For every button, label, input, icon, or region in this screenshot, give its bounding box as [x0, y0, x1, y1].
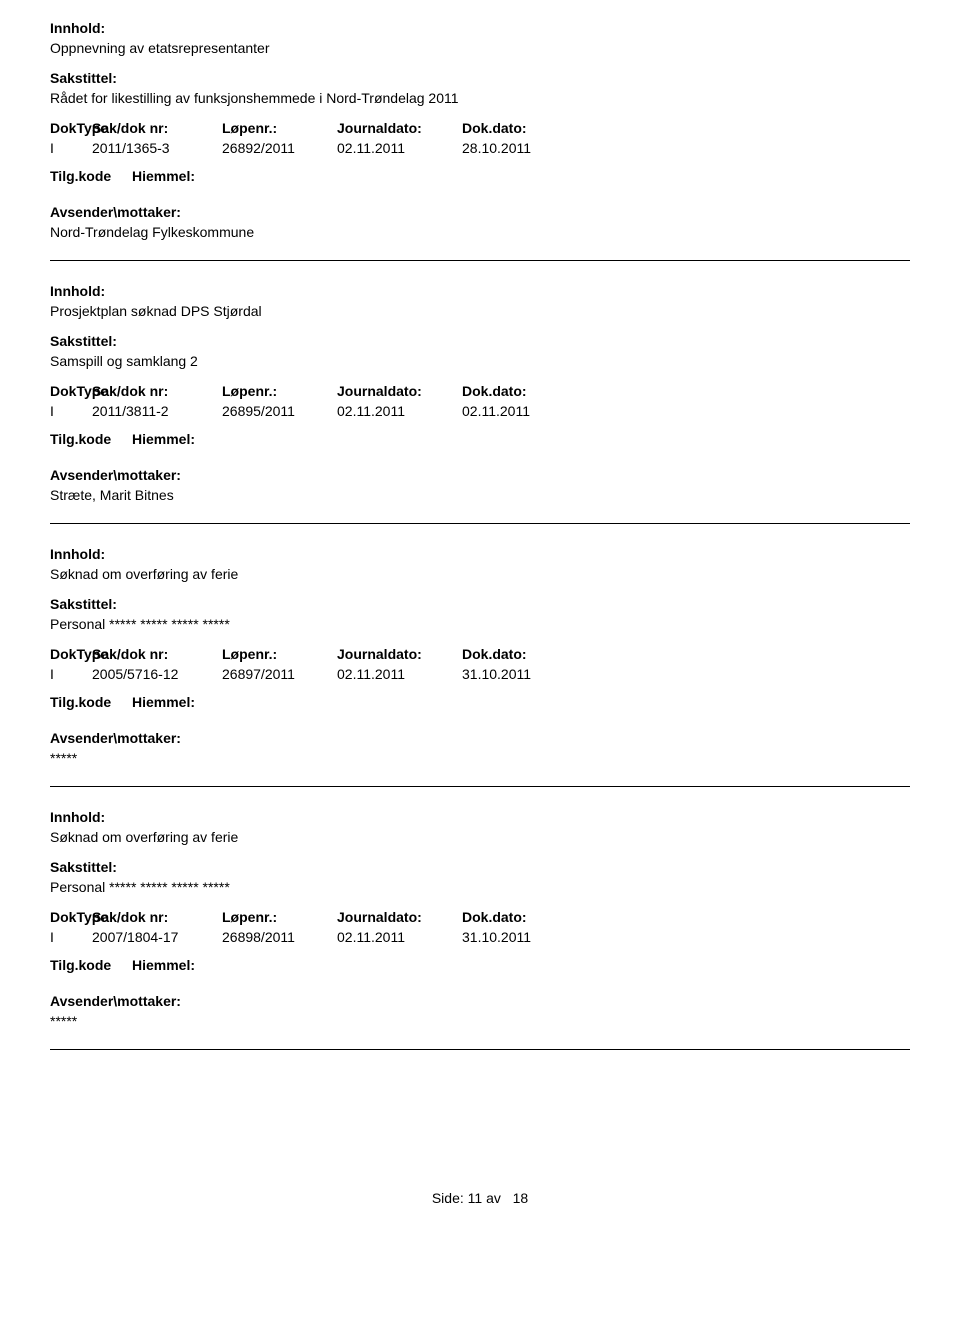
- sakstittel-label: Sakstittel:: [50, 70, 910, 86]
- col-header: Journaldato:: [337, 383, 462, 399]
- journal-entry: Innhold: Søknad om overføring av ferie S…: [50, 546, 910, 766]
- tilgkode-label: Tilg.kode: [50, 957, 132, 973]
- col-header: Dok.dato:: [462, 646, 577, 662]
- innhold-label: Innhold:: [50, 809, 910, 825]
- cell-lopenr: 26895/2011: [222, 403, 337, 419]
- hiemmel-row: Tilg.kode Hiemmel:: [50, 168, 910, 184]
- innhold-label: Innhold:: [50, 546, 910, 562]
- cell-doktype: I: [50, 403, 92, 419]
- side-label: Side:: [432, 1190, 464, 1206]
- table-row: I 2005/5716-12 26897/2011 02.11.2011 31.…: [50, 666, 910, 682]
- col-header: DokType: [50, 646, 92, 662]
- innhold-text: Søknad om overføring av ferie: [50, 829, 910, 845]
- cell-saknr: 2007/1804-17: [92, 929, 222, 945]
- col-header: DokType: [50, 909, 92, 925]
- sakstittel-text: Personal ***** ***** ***** *****: [50, 879, 910, 895]
- cell-lopenr: 26897/2011: [222, 666, 337, 682]
- table-header: DokType Sak/dok nr: Løpenr.: Journaldato…: [50, 909, 910, 925]
- cell-journaldato: 02.11.2011: [337, 666, 462, 682]
- col-header: Sak/dok nr:: [92, 120, 222, 136]
- col-header: Dok.dato:: [462, 909, 577, 925]
- table-header: DokType Sak/dok nr: Løpenr.: Journaldato…: [50, 383, 910, 399]
- hiemmel-label: Hiemmel:: [132, 694, 195, 710]
- col-header: Journaldato:: [337, 909, 462, 925]
- cell-journaldato: 02.11.2011: [337, 140, 462, 156]
- cell-saknr: 2011/1365-3: [92, 140, 222, 156]
- table-row: I 2011/1365-3 26892/2011 02.11.2011 28.1…: [50, 140, 910, 156]
- mottaker-label: Avsender\mottaker:: [50, 204, 910, 220]
- cell-saknr: 2005/5716-12: [92, 666, 222, 682]
- tilgkode-label: Tilg.kode: [50, 431, 132, 447]
- sakstittel-text: Personal ***** ***** ***** *****: [50, 616, 910, 632]
- divider: [50, 260, 910, 261]
- mottaker-label: Avsender\mottaker:: [50, 467, 910, 483]
- table-header: DokType Sak/dok nr: Løpenr.: Journaldato…: [50, 120, 910, 136]
- col-header: Løpenr.:: [222, 383, 337, 399]
- sakstittel-label: Sakstittel:: [50, 333, 910, 349]
- col-header: Løpenr.:: [222, 120, 337, 136]
- cell-doktype: I: [50, 666, 92, 682]
- journal-entry: Innhold: Søknad om overføring av ferie S…: [50, 809, 910, 1029]
- cell-saknr: 2011/3811-2: [92, 403, 222, 419]
- col-header: Journaldato:: [337, 120, 462, 136]
- cell-doktype: I: [50, 140, 92, 156]
- hiemmel-row: Tilg.kode Hiemmel:: [50, 957, 910, 973]
- mottaker-label: Avsender\mottaker:: [50, 730, 910, 746]
- page-total: 18: [513, 1190, 529, 1206]
- table-row: I 2011/3811-2 26895/2011 02.11.2011 02.1…: [50, 403, 910, 419]
- journal-entry: Innhold: Prosjektplan søknad DPS Stjørda…: [50, 283, 910, 503]
- mottaker-text: Nord-Trøndelag Fylkeskommune: [50, 224, 910, 240]
- tilgkode-label: Tilg.kode: [50, 694, 132, 710]
- cell-dokdato: 02.11.2011: [462, 403, 577, 419]
- col-header: Løpenr.:: [222, 909, 337, 925]
- col-header: Journaldato:: [337, 646, 462, 662]
- col-header: Sak/dok nr:: [92, 909, 222, 925]
- col-header: DokType: [50, 383, 92, 399]
- cell-doktype: I: [50, 929, 92, 945]
- av-label: av: [486, 1190, 501, 1206]
- cell-dokdato: 31.10.2011: [462, 929, 577, 945]
- col-header: Dok.dato:: [462, 120, 577, 136]
- journal-entry: Innhold: Oppnevning av etatsrepresentant…: [50, 20, 910, 240]
- col-header: Sak/dok nr:: [92, 646, 222, 662]
- hiemmel-row: Tilg.kode Hiemmel:: [50, 431, 910, 447]
- cell-journaldato: 02.11.2011: [337, 929, 462, 945]
- cell-dokdato: 31.10.2011: [462, 666, 577, 682]
- mottaker-label: Avsender\mottaker:: [50, 993, 910, 1009]
- innhold-text: Prosjektplan søknad DPS Stjørdal: [50, 303, 910, 319]
- cell-lopenr: 26892/2011: [222, 140, 337, 156]
- divider: [50, 1049, 910, 1050]
- divider: [50, 786, 910, 787]
- hiemmel-label: Hiemmel:: [132, 168, 195, 184]
- hiemmel-label: Hiemmel:: [132, 957, 195, 973]
- tilgkode-label: Tilg.kode: [50, 168, 132, 184]
- sakstittel-label: Sakstittel:: [50, 596, 910, 612]
- innhold-label: Innhold:: [50, 283, 910, 299]
- hiemmel-row: Tilg.kode Hiemmel:: [50, 694, 910, 710]
- col-header: Dok.dato:: [462, 383, 577, 399]
- col-header: Sak/dok nr:: [92, 383, 222, 399]
- mottaker-text: *****: [50, 1013, 910, 1029]
- innhold-label: Innhold:: [50, 20, 910, 36]
- table-header: DokType Sak/dok nr: Løpenr.: Journaldato…: [50, 646, 910, 662]
- innhold-text: Søknad om overføring av ferie: [50, 566, 910, 582]
- cell-journaldato: 02.11.2011: [337, 403, 462, 419]
- cell-dokdato: 28.10.2011: [462, 140, 577, 156]
- cell-lopenr: 26898/2011: [222, 929, 337, 945]
- page-number: 11: [468, 1190, 483, 1206]
- sakstittel-label: Sakstittel:: [50, 859, 910, 875]
- divider: [50, 523, 910, 524]
- col-header: DokType: [50, 120, 92, 136]
- sakstittel-text: Samspill og samklang 2: [50, 353, 910, 369]
- table-row: I 2007/1804-17 26898/2011 02.11.2011 31.…: [50, 929, 910, 945]
- hiemmel-label: Hiemmel:: [132, 431, 195, 447]
- col-header: Løpenr.:: [222, 646, 337, 662]
- innhold-text: Oppnevning av etatsrepresentanter: [50, 40, 910, 56]
- sakstittel-text: Rådet for likestilling av funksjonshemme…: [50, 90, 910, 106]
- page-footer: Side: 11 av 18: [50, 1190, 910, 1206]
- mottaker-text: *****: [50, 750, 910, 766]
- mottaker-text: Stræte, Marit Bitnes: [50, 487, 910, 503]
